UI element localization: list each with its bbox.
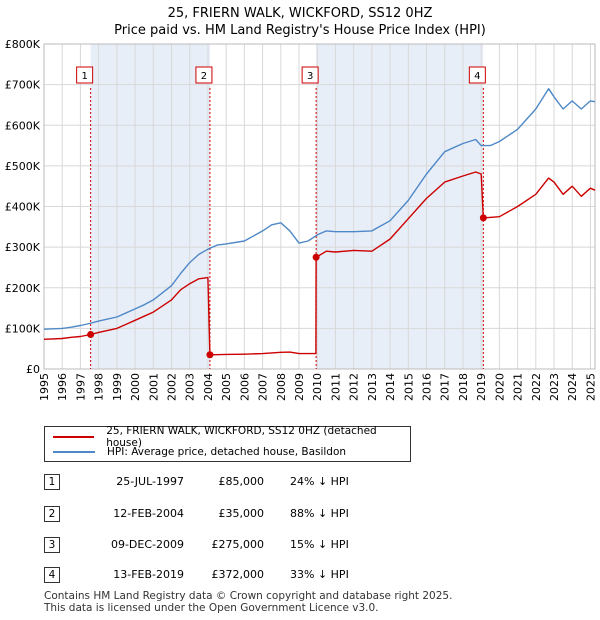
transaction-price: £85,000 [218,475,265,488]
x-tick-label: 2004 [202,373,215,401]
hpi-line [43,88,596,330]
x-tick-label: 2024 [566,373,579,401]
x-tick-label: 1998 [93,373,106,401]
transaction-row: 3 09-DEC-2009 £275,000 15% ↓ HPI [44,537,464,555]
transaction-number: 2 [44,506,60,522]
y-tick-label: £800K [5,38,41,51]
x-tick-label: 2013 [366,373,379,401]
transaction-date: 25-JUL-1997 [116,475,184,488]
footer-licence: This data is licensed under the Open Gov… [44,602,379,614]
transaction-date: 09-DEC-2009 [110,538,184,551]
x-tick-label: 2020 [493,373,506,401]
transaction-number: 1 [44,474,60,490]
x-tick-label: 1999 [111,373,124,401]
transaction-hpi-diff: 24% ↓ HPI [290,475,349,488]
x-tick-label: 2003 [184,373,197,401]
transaction-hpi-diff: 33% ↓ HPI [290,568,349,581]
x-tick-label: 2025 [584,373,597,401]
sale-marker-label: 3 [307,71,313,82]
transaction-number: 4 [44,567,60,583]
sale-marker-box [195,66,213,84]
footer: Contains HM Land Registry data © Crown c… [44,590,452,614]
legend-item-hpi: HPI: Average price, detached house, Basi… [53,445,346,459]
x-tick-label: 2019 [475,373,488,401]
x-tick-label: 2023 [548,373,561,401]
transaction-number: 3 [44,537,60,553]
x-tick-label: 2015 [402,373,415,401]
sale-point [87,330,95,338]
legend-swatch-hpi [53,451,95,453]
transaction-row: 1 25-JUL-1997 £85,000 24% ↓ HPI [44,474,464,492]
x-tick-label: 2008 [275,373,288,401]
legend-item-property: 25, FRIERN WALK, WICKFORD, SS12 0HZ (det… [53,425,410,449]
x-tick-label: 1997 [74,373,87,401]
sale-point [312,253,320,261]
chart-title: 25, FRIERN WALK, WICKFORD, SS12 0HZ [167,6,433,21]
transaction-price: £372,000 [211,568,265,581]
x-tick-label: 1995 [38,373,51,401]
x-tick-label: 2012 [348,373,361,401]
x-tick-label: 2009 [293,373,306,401]
legend: 25, FRIERN WALK, WICKFORD, SS12 0HZ (det… [44,425,411,462]
x-tick-label: 2016 [421,373,434,401]
y-tick-label: £0 [26,363,40,376]
y-tick-label: £400K [5,201,41,214]
sale-marker-box [76,66,94,84]
y-tick-label: £500K [5,160,41,173]
x-tick-label: 2018 [457,373,470,401]
plot-area-border [43,43,596,370]
legend-label-hpi: HPI: Average price, detached house, Basi… [107,446,347,458]
x-tick-label: 2005 [220,373,233,401]
property-price-line [43,171,596,356]
price-chart: £0 £100K £200K £300K £400K £500K £600K £700K £80… [5,38,598,401]
x-tick-label: 2006 [238,373,251,401]
y-tick-label: £200K [5,282,41,295]
x-tick-label: 2011 [329,373,342,401]
transaction-hpi-diff: 15% ↓ HPI [290,538,349,551]
transaction-date: 12-FEB-2004 [113,507,184,520]
x-tick-label: 2014 [384,373,397,401]
y-tick-label: £100K [5,322,41,335]
transaction-row: 4 13-FEB-2019 £372,000 33% ↓ HPI [44,567,464,585]
x-tick-label: 2021 [512,373,525,401]
transaction-price: £275,000 [211,538,265,551]
footer-copyright: Contains HM Land Registry data © Crown c… [44,590,453,602]
y-tick-label: £300K [5,241,41,254]
x-tick-label: 2001 [147,373,160,401]
x-tick-label: 2010 [311,373,324,401]
sale-marker-box [468,66,486,84]
transaction-hpi-diff: 88% ↓ HPI [290,507,349,520]
sale-marker-label: 2 [201,71,207,82]
legend-swatch-property [53,436,95,438]
transaction-price: £35,000 [218,507,265,520]
x-tick-label: 2017 [439,373,452,401]
sale-point [206,351,214,359]
x-tick-label: 2007 [257,373,270,401]
chart-subtitle: Price paid vs. HM Land Registry's House … [114,23,486,38]
y-tick-label: £700K [5,79,41,92]
x-tick-label: 1996 [56,373,69,401]
x-tick-label: 2022 [530,373,543,401]
transaction-date: 13-FEB-2019 [113,568,184,581]
y-tick-label: £600K [5,119,41,132]
sale-marker-label: 4 [474,71,480,82]
sale-marker-box [301,66,319,84]
legend-label-property: 25, FRIERN WALK, WICKFORD, SS12 0HZ (det… [106,425,377,449]
sale-point [479,214,487,222]
transaction-row: 2 12-FEB-2004 £35,000 88% ↓ HPI [44,506,464,524]
x-tick-label: 2002 [166,373,179,401]
sale-marker-label: 1 [81,71,87,82]
x-tick-label: 2000 [129,373,142,401]
